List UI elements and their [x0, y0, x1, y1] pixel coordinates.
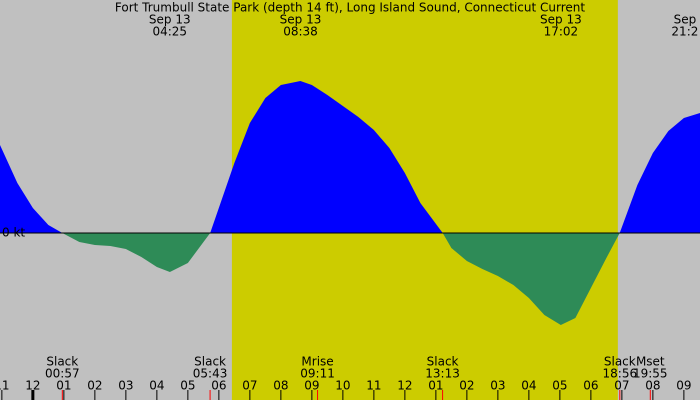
- event-label: Mset: [636, 355, 665, 369]
- event-time: 05:43: [193, 367, 228, 381]
- event-label: Slack: [46, 355, 78, 369]
- x-tick-label: 01: [428, 379, 443, 393]
- x-tick-label: 11: [366, 379, 381, 393]
- x-tick-label: 11: [0, 379, 10, 393]
- y-tick-label: 0 kt: [2, 226, 25, 240]
- event-label: Mrise: [301, 355, 333, 369]
- annotation-date: Sep 13: [280, 13, 322, 27]
- event-label: Slack: [194, 355, 226, 369]
- x-tick-label: 02: [87, 379, 102, 393]
- x-tick-label: 07: [242, 379, 257, 393]
- x-tick-label: 12: [397, 379, 412, 393]
- annotation-date: Sep 13: [149, 13, 191, 27]
- annotation-time: 21:2: [671, 25, 698, 39]
- x-tick-label: 10: [335, 379, 350, 393]
- x-tick-label: 05: [552, 379, 567, 393]
- x-tick-label: 09: [304, 379, 319, 393]
- annotation-date: Sep 13: [540, 13, 582, 27]
- x-tick-label: 06: [211, 379, 226, 393]
- flood-area: [0, 81, 700, 233]
- x-tick-label: 04: [149, 379, 164, 393]
- event-time: 13:13: [425, 367, 460, 381]
- x-tick-label: 12: [25, 379, 40, 393]
- event-time: 09:11: [300, 367, 335, 381]
- event-label: Slack: [427, 355, 459, 369]
- annotation-time: 04:25: [152, 25, 187, 39]
- x-tick-label: 04: [521, 379, 536, 393]
- ebb-area: [0, 233, 700, 325]
- event-time: 19:55: [633, 367, 668, 381]
- annotation-time: 08:38: [283, 25, 318, 39]
- x-tick-label: 02: [459, 379, 474, 393]
- x-tick-label: 06: [583, 379, 598, 393]
- annotation-date: Sep: [674, 13, 697, 27]
- x-tick-label: 03: [490, 379, 505, 393]
- event-time: 00:57: [45, 367, 80, 381]
- x-tick-label: 07: [614, 379, 629, 393]
- event-label: Slack: [604, 355, 636, 369]
- x-tick-label: 08: [645, 379, 660, 393]
- x-tick-label: 05: [180, 379, 195, 393]
- event-time: 18:56: [603, 367, 638, 381]
- chart-title: Fort Trumbull State Park (depth 14 ft), …: [115, 1, 585, 15]
- x-tick-label: 09: [676, 379, 691, 393]
- x-tick-label: 01: [56, 379, 71, 393]
- x-tick-label: 03: [118, 379, 133, 393]
- x-tick-label: 08: [273, 379, 288, 393]
- annotation-time: 17:02: [544, 25, 579, 39]
